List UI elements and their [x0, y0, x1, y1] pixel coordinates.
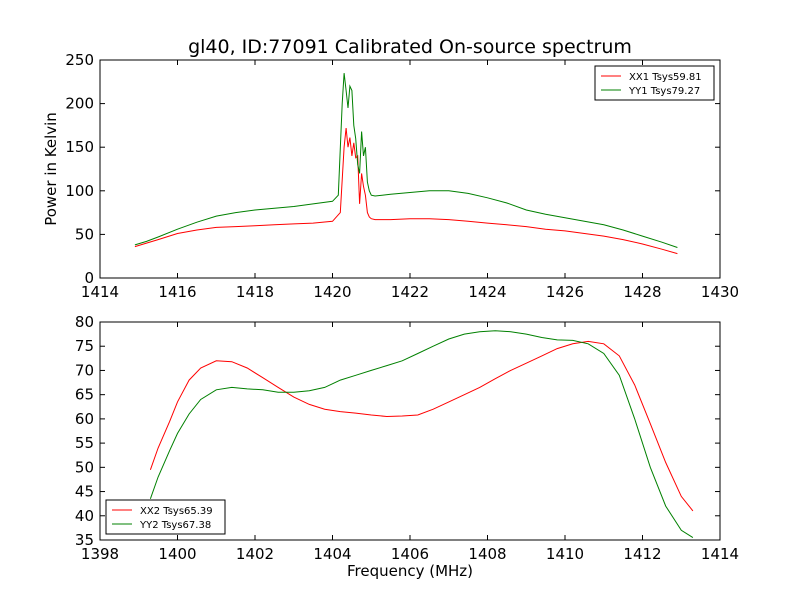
bottom-x-tick-label: 1410 — [546, 545, 584, 563]
bottom-legend-label-1: XX2 Tsys65.39 — [140, 506, 213, 517]
bottom-y-tick-label: 45 — [75, 483, 94, 501]
bottom-x-tick-label: 1400 — [158, 545, 196, 563]
bottom-y-tick-label: 50 — [75, 458, 94, 476]
top-y-tick-label: 0 — [84, 269, 94, 287]
bottom-y-tick-label: 80 — [75, 313, 94, 331]
top-y-tick-label: 50 — [75, 225, 94, 243]
top-x-tick-label: 1414 — [81, 283, 119, 301]
bottom-x-tick-label: 1414 — [701, 545, 739, 563]
top-legend-label-1: XX1 Tsys59.81 — [629, 72, 702, 83]
bottom-x-tick-label: 1406 — [391, 545, 429, 563]
bottom-legend: XX2 Tsys65.39 YY2 Tsys67.38 — [105, 499, 226, 535]
top-x-tick-label: 1424 — [468, 283, 506, 301]
top-y-tick-label: 100 — [65, 182, 94, 200]
top-x-tick-label: 1430 — [701, 283, 739, 301]
top-y-tick-label: 250 — [65, 51, 94, 69]
top-x-tick-label: 1418 — [236, 283, 274, 301]
bottom-x-tick-label: 1398 — [81, 545, 119, 563]
bottom-x-tick-label: 1412 — [623, 545, 661, 563]
bottom-y-tick-label: 55 — [75, 434, 94, 452]
top-y-tick-label: 200 — [65, 95, 94, 113]
top-x-tick-label: 1420 — [313, 283, 351, 301]
bottom-x-tick-label: 1402 — [236, 545, 274, 563]
bottom-legend-box — [105, 499, 226, 535]
chart-title: gl40, ID:77091 Calibrated On-source spec… — [188, 36, 632, 58]
top-y-axis-label: Power in Kelvin — [42, 112, 60, 226]
top-x-tick-label: 1428 — [623, 283, 661, 301]
bottom-y-tick-label: 60 — [75, 410, 94, 428]
bottom-y-tick-label: 40 — [75, 507, 94, 525]
bottom-y-tick-label: 75 — [75, 337, 94, 355]
top-legend-box — [594, 65, 715, 101]
top-y-tick-label: 150 — [65, 138, 94, 156]
top-series-line-1 — [134, 127, 678, 255]
bottom-y-tick-label: 70 — [75, 361, 94, 379]
bottom-plot: 1398 1400 1402 1404 1406 1408 1410 1412 1414 35 40… — [75, 313, 739, 580]
top-x-tick-label: 1426 — [546, 283, 584, 301]
top-x-tick-label: 1416 — [158, 283, 196, 301]
bottom-series-line-2 — [149, 330, 694, 539]
bottom-x-axis-label: Frequency (MHz) — [347, 562, 473, 580]
bottom-x-tick-label: 1408 — [468, 545, 506, 563]
bottom-legend-label-2: YY2 Tsys67.38 — [139, 520, 211, 531]
top-series-line-2 — [134, 73, 678, 248]
bottom-x-tick-label: 1404 — [313, 545, 351, 563]
bottom-series-line-1 — [149, 340, 694, 512]
top-plot: 1414 1416 1418 1420 1422 1424 1426 1428 1430 0 50 1… — [42, 51, 739, 301]
top-x-tick-label: 1422 — [391, 283, 429, 301]
top-legend: XX1 Tsys59.81 YY1 Tsys79.27 — [594, 65, 715, 101]
bottom-y-tick-label: 65 — [75, 386, 94, 404]
top-legend-label-2: YY1 Tsys79.27 — [628, 86, 700, 97]
bottom-y-tick-label: 35 — [75, 531, 94, 549]
